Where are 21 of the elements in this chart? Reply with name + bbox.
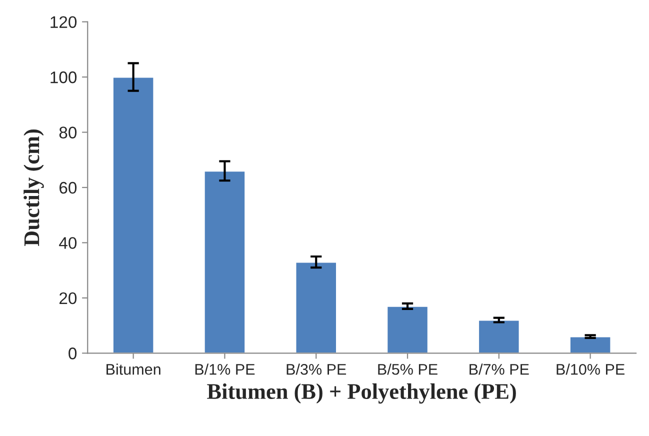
bar xyxy=(203,170,246,354)
x-tick-label: B/1% PE xyxy=(195,364,255,375)
bar xyxy=(386,306,429,354)
y-tick-label: 100 xyxy=(50,71,77,84)
x-tick-label: B/10% PE xyxy=(556,364,624,375)
x-tick-label: B/3% PE xyxy=(286,364,346,375)
x-tick-label: B/7% PE xyxy=(470,364,529,375)
bar xyxy=(112,76,155,354)
bar xyxy=(569,336,612,354)
y-tick-label: 40 xyxy=(59,237,77,249)
y-tick-label: 120 xyxy=(50,16,77,28)
y-tick-label: 20 xyxy=(60,292,77,304)
y-tick-label: 0 xyxy=(68,348,77,360)
x-axis-title: Bitumen (B) + Polyethylene (PE) xyxy=(207,383,516,404)
bar xyxy=(294,261,338,354)
y-tick-label: 80 xyxy=(59,126,77,138)
y-tick-label: 60 xyxy=(60,182,77,194)
x-tick-label: B/5% PE xyxy=(378,364,438,375)
bar xyxy=(478,319,520,354)
x-tick-label: Bitumen xyxy=(106,364,160,375)
y-axis-title: Ductily (cm) xyxy=(24,130,44,246)
